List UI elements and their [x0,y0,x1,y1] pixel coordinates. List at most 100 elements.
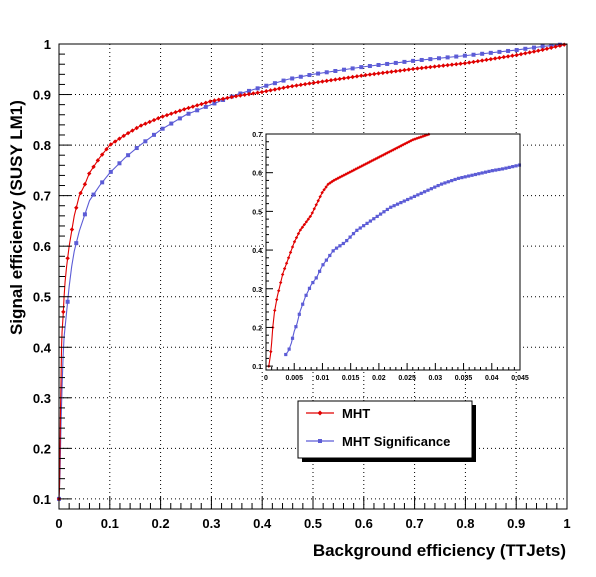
inset-series-mht-significance-marker [507,165,511,170]
inset-series-mht-marker [286,256,291,260]
inset-series-mht-marker [269,349,273,354]
series-mht-marker [497,55,502,60]
y-tick-label: 0.5 [33,290,51,305]
series-mht-marker [359,73,364,78]
series-mht-marker [99,152,105,157]
inset-series-mht-significance-marker [324,258,328,262]
series-mht-marker [156,116,161,121]
inset-x-tick-label: 0.045 [511,375,529,382]
series-mht-marker [475,59,481,64]
inset-series-mht-marker [288,250,293,255]
series-mht-significance-marker [341,67,346,72]
series-mht-marker [78,190,83,196]
series-mht-significance-marker [264,83,269,88]
series-mht-marker [549,45,554,50]
series-mht-marker [458,61,463,66]
y-tick-label: 1 [44,37,51,52]
inset-series-mht-marker [278,280,283,285]
series-mht-marker [402,67,407,73]
inset-series-mht-significance-marker [429,187,433,191]
series-mht-marker [95,158,101,163]
inset-series-mht-significance-marker [409,196,413,200]
series-mht-marker [419,65,424,71]
series-mht-marker [233,94,239,99]
series-mht-significance-marker [514,47,519,52]
inset-series-mht-marker [314,203,318,207]
series-mht-significance-marker [134,146,139,151]
series-mht-marker [324,78,329,84]
series-mht-marker [87,171,92,176]
inset-series-mht-significance-marker [443,181,447,185]
inset-series-mht-significance-marker [467,174,471,178]
inset-series-mht-significance-marker [331,249,335,253]
series-mht-marker [104,146,109,152]
inset-series-mht-significance-marker [463,175,467,179]
legend-box [297,400,473,459]
series-mht-marker [186,105,191,111]
series-mht-marker [173,110,178,115]
series-mht-marker [415,66,420,71]
series-mht-significance-marker [195,108,200,113]
series-mht-marker [410,66,416,72]
series-mht-marker [194,103,200,108]
series-mht-significance-marker [272,81,277,86]
inset-series-mht-significance-marker [307,286,312,290]
inset-series-mht-significance-marker [500,167,505,171]
inset-background [266,134,520,370]
series-mht-marker [281,85,286,90]
series-mht-significance-marker [359,65,364,70]
inset-x-tick-label: 0.04 [485,375,499,382]
series-mht-marker [220,96,226,101]
series-mht-marker [553,44,558,49]
inset-series-mht-significance-marker [497,167,501,172]
series-mht-marker [441,63,446,68]
inset-x-tick-label: 0.025 [398,375,416,382]
series-mht-significance-marker [488,50,493,55]
series-mht-significance-marker [65,299,70,304]
inset-series-mht-significance-marker [345,238,349,243]
inset-y-tick-label: 0.5 [252,209,262,216]
series-mht-marker [428,64,433,70]
series-mht-marker [484,57,489,63]
series-mht-marker [384,70,390,75]
inset-x-tick-label: 0.035 [455,375,473,382]
series-mht-marker [264,89,269,94]
series-mht-significance-marker [203,104,208,109]
x-tick-label: 0.3 [202,516,220,531]
x-tick-label: 0.5 [304,516,322,531]
series-mht-marker [462,61,468,66]
series-mht-marker [562,42,567,47]
series-mht-significance-marker [393,60,398,65]
y-tick-label: 0.9 [33,88,51,103]
series-mht-marker [510,53,515,58]
series-mht-marker [207,99,213,104]
series-mht-marker [350,74,355,80]
inset-series-mht-marker [322,188,326,192]
inset-series-mht-significance-marker [483,170,488,174]
inset-series-mht-significance-marker [287,347,291,351]
main-series-layer [56,42,568,502]
x-tick-label: 0.8 [456,516,474,531]
series-mht-significance-marker [177,116,182,121]
series-mht-marker [518,51,524,57]
series-mht-significance-marker [290,76,295,81]
inset-ticks [265,133,521,370]
inset-series-mht-marker [273,308,277,313]
inset-series-mht-significance-marker [365,221,369,225]
inset-series-mht-significance-marker [378,212,383,216]
inset-series-mht-significance-marker [318,269,322,273]
series-mht-marker [449,62,455,67]
y-tick-label: 0.7 [33,189,51,204]
series-mht-marker [65,256,70,261]
series-mht-significance-line [58,43,568,499]
series-mht-marker [151,117,157,123]
x-tick-label: 0.2 [152,516,170,531]
series-mht-marker [544,46,550,51]
inset-x-tick-label: 0.02 [372,375,386,382]
series-mht-marker [432,64,437,69]
series-mht-marker [389,69,394,74]
inset-series-mht-marker [306,217,311,221]
inset-x-tick-label: 0.015 [342,375,360,382]
